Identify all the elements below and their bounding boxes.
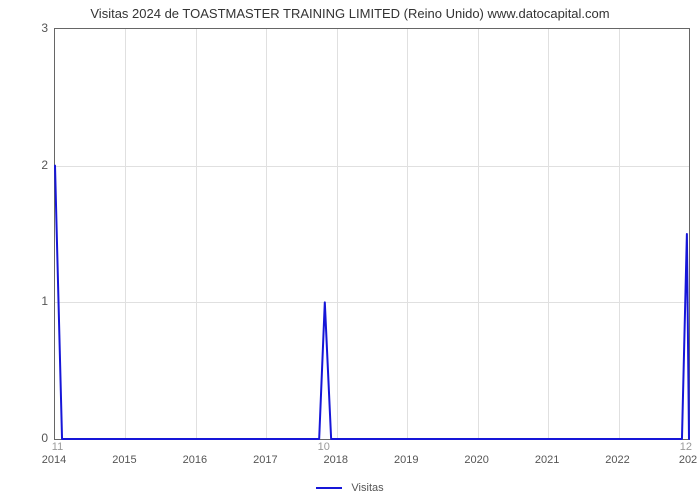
chart-title: Visitas 2024 de TOASTMASTER TRAINING LIM… [0,6,700,21]
x-tick-label: 2016 [183,454,207,466]
x-tick-label: 2022 [605,454,629,466]
x-tick-label: 2017 [253,454,277,466]
legend-label: Visitas [351,482,383,494]
legend-swatch [316,487,342,489]
legend: Visitas [0,482,700,494]
spike-annotation: 10 [318,441,330,453]
chart-container: Visitas 2024 de TOASTMASTER TRAINING LIM… [0,0,700,500]
x-tick-label: 2021 [535,454,559,466]
x-tick-label: 2018 [324,454,348,466]
y-tick-label: 3 [41,21,48,35]
x-tick-label: 2019 [394,454,418,466]
line-series [55,29,689,439]
x-tick-label: 2015 [112,454,136,466]
plot-area [54,28,690,440]
y-tick-label: 0 [41,431,48,445]
y-tick-label: 1 [41,294,48,308]
y-tick-label: 2 [41,158,48,172]
spike-annotation: 12 [680,441,692,453]
x-tick-label: 2014 [42,454,66,466]
x-tick-label: 202 [679,454,697,466]
x-tick-label: 2020 [464,454,488,466]
spike-annotation: 11 [52,441,63,453]
